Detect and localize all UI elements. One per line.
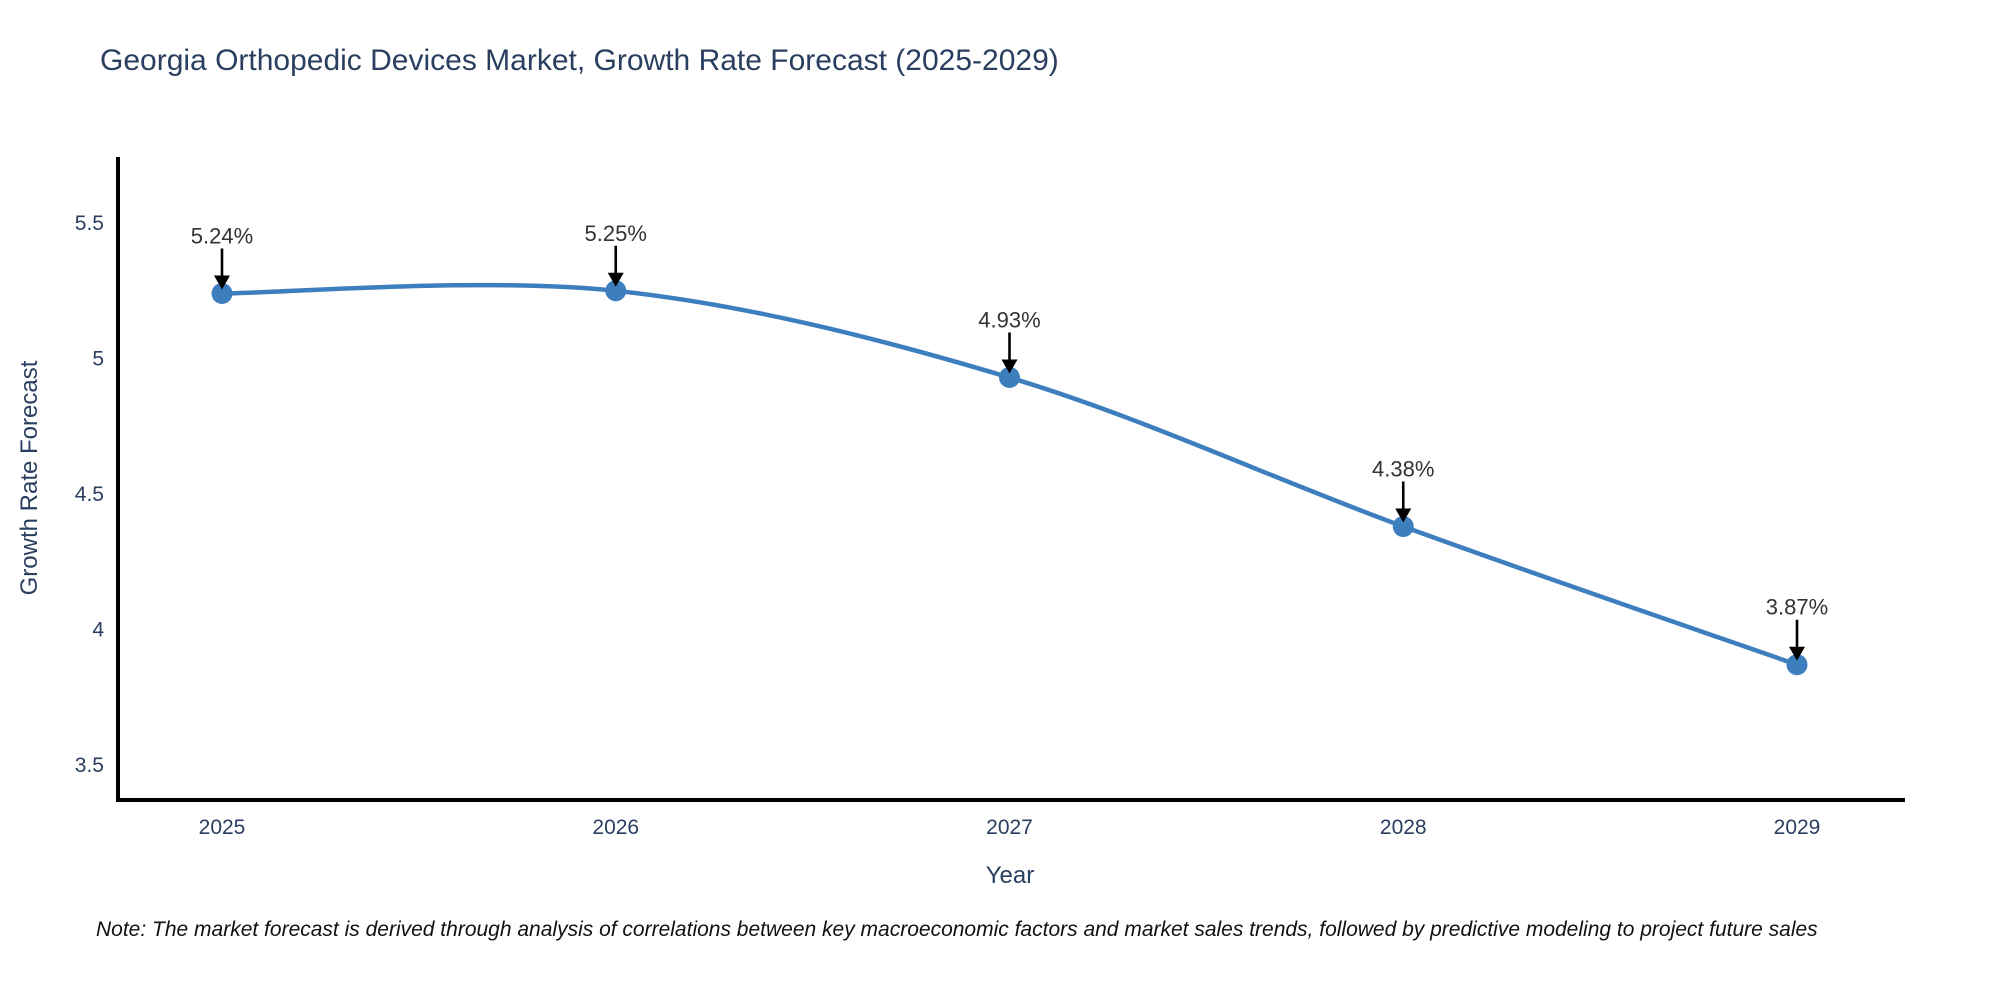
data-point-label: 4.38% bbox=[1372, 457, 1434, 482]
x-tick-label: 2027 bbox=[986, 816, 1033, 839]
data-point-label: 5.24% bbox=[191, 223, 253, 248]
annotation-arrow-head bbox=[1001, 359, 1018, 374]
data-point-label: 5.25% bbox=[585, 221, 647, 246]
annotation-arrow-head bbox=[214, 275, 230, 290]
y-axis-title: Growth Rate Forecast bbox=[16, 360, 43, 596]
x-tick-label: 2028 bbox=[1380, 816, 1427, 839]
annotation-arrow-head bbox=[1395, 508, 1412, 523]
data-point-marker bbox=[1786, 654, 1808, 676]
y-tick-label: 3.5 bbox=[75, 754, 104, 777]
data-point-label: 4.93% bbox=[978, 307, 1040, 332]
x-tick-label: 2029 bbox=[1774, 816, 1821, 839]
data-point-label: 3.87% bbox=[1766, 595, 1828, 620]
data-point-marker bbox=[211, 282, 233, 304]
y-tick-label: 4 bbox=[92, 619, 104, 642]
data-point-marker bbox=[999, 366, 1020, 388]
annotation-arrow-head bbox=[1789, 646, 1805, 661]
chart-title: Georgia Orthopedic Devices Market, Growt… bbox=[100, 44, 1059, 77]
x-axis-title: Year bbox=[985, 862, 1035, 889]
y-tick-label: 5 bbox=[92, 348, 104, 371]
y-tick-label: 4.5 bbox=[75, 483, 104, 506]
annotation-arrow-head bbox=[607, 272, 624, 287]
data-point-marker bbox=[605, 280, 627, 302]
x-tick-label: 2025 bbox=[199, 816, 246, 839]
data-point-marker bbox=[1392, 516, 1414, 538]
footnote: Note: The market forecast is derived thr… bbox=[96, 918, 1818, 941]
y-tick-label: 5.5 bbox=[75, 212, 104, 235]
x-tick-label: 2026 bbox=[592, 816, 639, 839]
